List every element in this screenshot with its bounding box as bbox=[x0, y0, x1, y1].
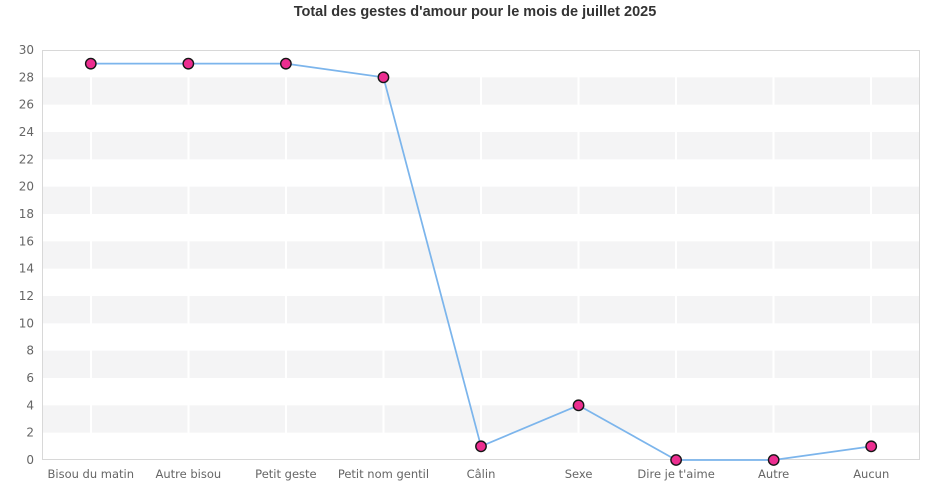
data-point[interactable] bbox=[670, 454, 683, 466]
y-axis-tick-label: 12 bbox=[19, 289, 34, 303]
data-point[interactable] bbox=[865, 440, 878, 453]
y-axis-tick-label: 16 bbox=[19, 234, 34, 248]
x-axis-label: Sexe bbox=[565, 467, 593, 481]
x-axis-label: Autre bbox=[758, 467, 789, 481]
y-axis-tick-label: 22 bbox=[19, 152, 34, 166]
data-point[interactable] bbox=[84, 57, 97, 70]
y-axis-tick-label: 2 bbox=[26, 426, 34, 440]
x-axis-label: Aucun bbox=[853, 467, 889, 481]
data-point[interactable] bbox=[279, 57, 292, 70]
data-point[interactable] bbox=[767, 454, 780, 466]
x-axis-label: Câlin bbox=[467, 467, 496, 481]
y-axis-tick-label: 10 bbox=[19, 316, 34, 330]
y-axis-tick-label: 24 bbox=[19, 125, 34, 139]
y-axis-tick-label: 20 bbox=[19, 180, 34, 194]
y-axis-tick-label: 4 bbox=[26, 398, 34, 412]
y-axis-tick-label: 6 bbox=[26, 371, 34, 385]
y-axis-tick-label: 0 bbox=[26, 453, 34, 467]
y-axis-tick-label: 18 bbox=[19, 207, 34, 221]
x-axis-label: Bisou du matin bbox=[48, 467, 135, 481]
plot-border bbox=[42, 50, 920, 460]
data-point[interactable] bbox=[572, 399, 585, 412]
y-axis-tick-label: 8 bbox=[26, 344, 34, 358]
y-axis-tick-label: 28 bbox=[19, 70, 34, 84]
data-point[interactable] bbox=[377, 71, 390, 84]
x-axis-label: Dire je t'aime bbox=[637, 467, 714, 481]
data-point[interactable] bbox=[475, 440, 487, 453]
x-axis-label: Petit nom gentil bbox=[338, 467, 429, 481]
data-point[interactable] bbox=[182, 57, 195, 70]
chart-title: Total des gestes d'amour pour le mois de… bbox=[293, 4, 657, 20]
x-axis-label: Petit geste bbox=[255, 467, 316, 481]
y-axis-tick-label: 14 bbox=[19, 262, 34, 276]
x-axis-label: Autre bisou bbox=[155, 467, 221, 481]
y-axis-tick-label: 30 bbox=[19, 43, 34, 57]
y-axis-tick-label: 26 bbox=[19, 98, 34, 112]
